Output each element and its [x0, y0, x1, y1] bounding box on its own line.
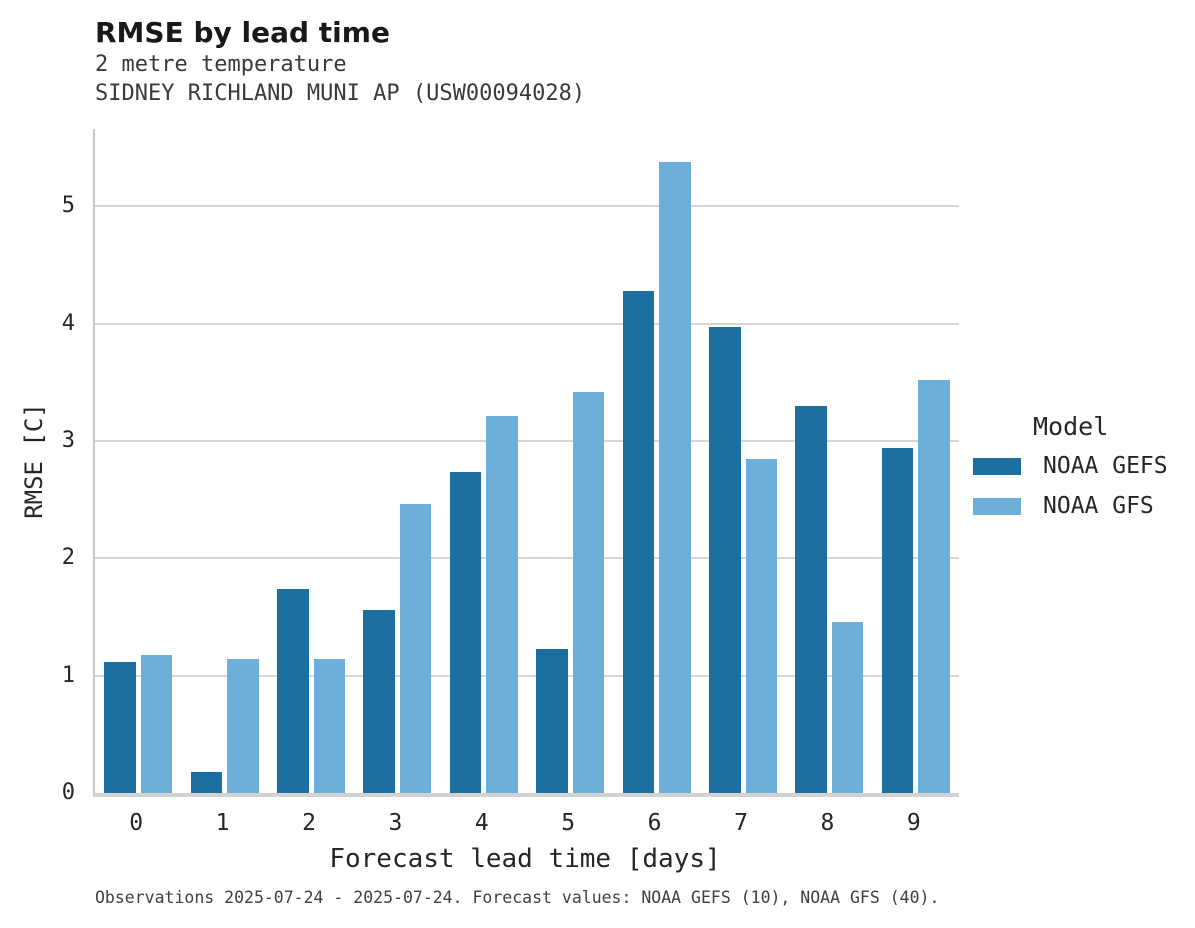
x-tick-label: 2 [302, 810, 316, 836]
bar-noaa-gfs-lead-4 [486, 416, 518, 793]
legend-swatch [973, 457, 1021, 475]
bar-noaa-gfs-lead-8 [831, 621, 864, 793]
bar-noaa-gefs-lead-9 [881, 448, 914, 793]
bar-noaa-gfs-lead-0 [140, 654, 173, 793]
y-tick-label: 5 [61, 193, 75, 219]
x-tick-label: 8 [820, 810, 835, 836]
x-tick-label: 4 [474, 810, 489, 836]
x-tick-label: 7 [734, 810, 748, 836]
legend-title: Model [1033, 412, 1109, 441]
y-tick-label: 3 [61, 428, 75, 454]
chart-subtitle: 2 metre temperature [95, 52, 347, 77]
legend-item-noaa-gefs: NOAA GEFS [973, 453, 1168, 479]
y-axis-title: RMSE [C] [20, 403, 48, 519]
bar-noaa-gfs-lead-3 [399, 504, 432, 793]
x-tick-label: 9 [906, 810, 921, 836]
legend: Model NOAA GEFS NOAA GFS [973, 412, 1168, 533]
bar-noaa-gefs-lead-8 [795, 405, 827, 793]
y-tick-label: 0 [61, 780, 75, 805]
y-tick-label: 1 [61, 662, 75, 688]
gridline [95, 322, 959, 325]
bar-noaa-gefs-lead-4 [449, 471, 482, 793]
bar-noaa-gefs-lead-7 [709, 327, 741, 793]
bar-noaa-gfs-lead-2 [313, 659, 345, 793]
x-tick-label: 0 [129, 810, 144, 836]
legend-items: NOAA GEFS NOAA GFS [973, 453, 1168, 519]
caption: Observations 2025-07-24 - 2025-07-24. Fo… [95, 888, 940, 907]
bar-noaa-gefs-lead-3 [363, 610, 395, 793]
gridline [95, 557, 959, 560]
legend-label: NOAA GEFS [1043, 453, 1168, 479]
bar-noaa-gefs-lead-0 [104, 661, 136, 793]
gridline [95, 205, 959, 208]
bar-noaa-gfs-lead-6 [659, 161, 691, 793]
chart-title: RMSE by lead time [95, 16, 390, 49]
x-tick-label: 6 [647, 810, 662, 836]
gridline [95, 440, 959, 443]
y-tick-label: 2 [61, 545, 75, 571]
bar-noaa-gefs-lead-1 [190, 771, 223, 793]
bar-noaa-gefs-lead-6 [622, 290, 655, 793]
bar-noaa-gfs-lead-5 [572, 391, 605, 793]
x-tick-label: 5 [561, 810, 576, 836]
legend-label: NOAA GFS [1043, 493, 1154, 519]
x-axis-title: Forecast lead time [days] [329, 844, 721, 874]
chart-station-subtitle: SIDNEY RICHLAND MUNI AP (USW00094028) [95, 81, 586, 106]
bar-noaa-gfs-lead-9 [918, 380, 950, 793]
x-tick-label: 3 [388, 810, 403, 836]
x-tick-label: 1 [215, 810, 230, 836]
plot-area [93, 129, 959, 797]
bar-noaa-gefs-lead-2 [277, 588, 309, 793]
gridline [95, 674, 959, 677]
y-tick-label: 4 [61, 310, 75, 336]
legend-swatch [973, 497, 1021, 515]
bar-noaa-gefs-lead-5 [536, 648, 568, 793]
bar-noaa-gfs-lead-7 [745, 458, 777, 793]
legend-item-noaa-gfs: NOAA GFS [973, 493, 1168, 519]
bar-noaa-gfs-lead-1 [227, 659, 259, 793]
